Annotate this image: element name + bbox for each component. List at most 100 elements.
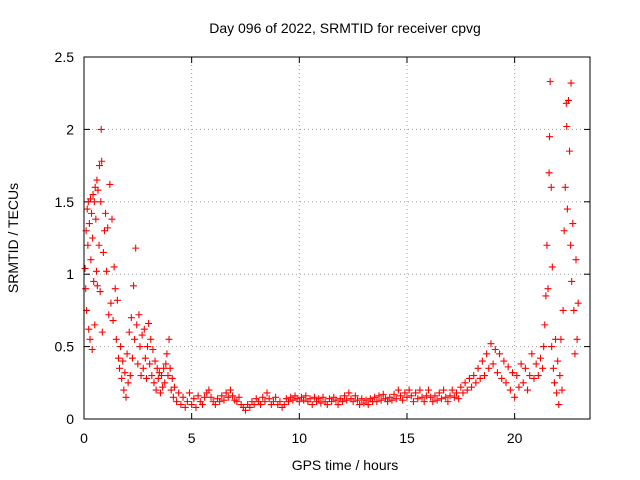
x-tick-label: 20 <box>507 430 523 446</box>
data-point <box>168 374 176 382</box>
data-point <box>444 398 452 406</box>
data-point <box>192 403 200 411</box>
data-point <box>442 393 450 401</box>
data-point <box>427 393 435 401</box>
data-point <box>112 335 120 343</box>
data-point <box>87 256 95 264</box>
data-point <box>341 392 349 400</box>
data-point <box>158 372 166 380</box>
data-point <box>546 133 554 141</box>
data-point <box>563 123 571 131</box>
data-point <box>564 96 572 104</box>
data-point <box>489 360 497 368</box>
data-point <box>543 241 551 249</box>
data-point <box>114 354 122 362</box>
data-point <box>500 357 508 365</box>
data-point <box>276 398 284 406</box>
data-point <box>111 285 119 293</box>
data-point <box>272 393 280 401</box>
data-point <box>85 325 93 333</box>
data-point <box>110 263 118 271</box>
data-point <box>137 372 145 380</box>
data-point <box>150 379 158 387</box>
data-point <box>539 364 547 372</box>
data-point <box>149 345 157 353</box>
data-point <box>487 340 495 348</box>
x-tick-label: 0 <box>80 430 88 446</box>
data-point <box>259 393 267 401</box>
data-point <box>92 215 100 223</box>
data-point <box>250 401 258 409</box>
data-point <box>345 389 353 397</box>
data-point <box>549 364 557 372</box>
data-point <box>188 401 196 409</box>
data-point <box>553 389 561 397</box>
data-point <box>163 350 171 358</box>
data-point <box>541 321 549 329</box>
data-point <box>373 398 381 406</box>
data-point <box>308 401 316 409</box>
data-point <box>125 328 133 336</box>
data-point <box>435 389 443 397</box>
data-point <box>107 299 115 307</box>
data-point <box>472 379 480 387</box>
data-point <box>222 389 230 397</box>
data-point <box>98 157 106 165</box>
data-point <box>161 379 169 387</box>
data-point <box>85 220 93 228</box>
data-point <box>92 267 100 275</box>
data-point <box>100 227 108 235</box>
data-point <box>235 393 243 401</box>
data-point <box>162 360 170 368</box>
data-point <box>468 383 476 391</box>
data-point <box>491 345 499 353</box>
data-point <box>179 393 187 401</box>
data-point <box>558 386 566 394</box>
data-point <box>302 392 310 400</box>
data-point <box>126 372 134 380</box>
data-point <box>517 360 525 368</box>
data-point <box>315 395 323 403</box>
data-point <box>429 398 437 406</box>
data-point <box>99 248 107 256</box>
data-point <box>547 183 555 191</box>
data-point <box>93 282 101 290</box>
grid-lines <box>84 57 590 419</box>
data-point <box>377 396 385 404</box>
data-point <box>177 401 185 409</box>
data-point <box>216 398 224 406</box>
data-point <box>571 350 579 358</box>
data-point <box>156 389 164 397</box>
data-point <box>351 392 359 400</box>
data-point <box>356 401 364 409</box>
data-point <box>542 292 550 300</box>
data-point <box>124 379 132 387</box>
data-point <box>559 306 567 314</box>
data-point <box>422 392 430 400</box>
data-point <box>265 395 273 403</box>
data-point <box>86 335 94 343</box>
data-point <box>190 395 198 403</box>
data-point <box>570 306 578 314</box>
data-point <box>480 372 488 380</box>
data-point <box>343 396 351 404</box>
data-point <box>470 372 478 380</box>
data-point <box>153 364 161 372</box>
data-point <box>526 372 534 380</box>
data-point <box>332 396 340 404</box>
data-point <box>463 386 471 394</box>
y-tick-label: 1 <box>66 266 74 282</box>
data-point <box>545 169 553 177</box>
data-point <box>418 393 426 401</box>
data-point <box>317 399 325 407</box>
data-point <box>141 354 149 362</box>
data-point <box>364 401 372 409</box>
data-point <box>572 256 580 264</box>
data-point <box>134 360 142 368</box>
data-point <box>569 220 577 228</box>
data-point <box>116 364 124 372</box>
data-point <box>164 372 172 380</box>
data-point <box>151 357 159 365</box>
data-point <box>105 311 113 319</box>
data-point <box>375 392 383 400</box>
